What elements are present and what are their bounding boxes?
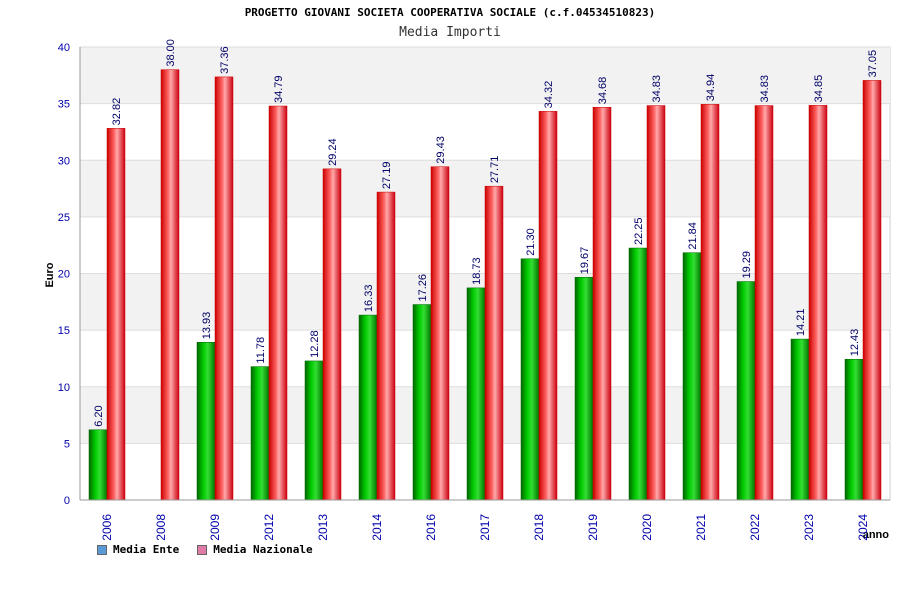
bar-media-nazionale xyxy=(862,80,882,501)
chart-title: PROGETTO GIOVANI SOCIETA COOPERATIVA SOC… xyxy=(244,6,656,19)
bar-media-nazionale xyxy=(160,69,180,501)
data-label: 6.20 xyxy=(93,405,105,426)
y-tick-label: 40 xyxy=(58,42,70,54)
bar-media-ente xyxy=(196,341,216,501)
bar-media-nazionale xyxy=(214,76,234,501)
bar-media-ente xyxy=(682,252,702,501)
y-tick-label: 0 xyxy=(64,495,70,507)
data-label: 19.67 xyxy=(579,247,591,275)
data-label: 32.82 xyxy=(111,98,123,126)
x-tick-label: 2012 xyxy=(262,514,276,541)
y-tick-label: 25 xyxy=(58,212,70,224)
y-tick-label: 15 xyxy=(58,325,70,337)
data-label: 22.25 xyxy=(633,217,645,245)
data-label: 13.93 xyxy=(201,312,213,340)
data-label: 37.05 xyxy=(867,50,879,78)
x-tick-label: 2013 xyxy=(316,514,330,541)
bar-media-nazionale xyxy=(268,105,288,501)
x-tick-label: 2018 xyxy=(532,514,546,541)
data-label: 34.68 xyxy=(597,77,609,105)
bar-media-ente xyxy=(412,304,432,501)
x-tick-label: 2020 xyxy=(640,514,654,541)
data-label: 14.21 xyxy=(795,309,807,337)
data-label: 18.73 xyxy=(471,257,483,285)
data-label: 34.32 xyxy=(543,81,555,109)
bar-media-ente xyxy=(88,429,108,501)
bar-media-ente xyxy=(628,247,648,501)
bar-media-nazionale xyxy=(646,105,666,501)
bar-media-ente xyxy=(520,258,540,501)
data-label: 17.26 xyxy=(417,274,429,302)
data-label: 34.79 xyxy=(273,75,285,103)
y-tick-label: 35 xyxy=(58,99,70,111)
x-axis-label: anno xyxy=(863,529,890,541)
data-label: 29.43 xyxy=(435,136,447,164)
data-label: 27.19 xyxy=(381,162,393,190)
y-tick-label: 10 xyxy=(58,382,70,394)
bar-media-nazionale xyxy=(376,191,396,501)
data-label: 34.83 xyxy=(759,75,771,103)
x-tick-label: 2014 xyxy=(370,514,384,541)
x-tick-label: 2017 xyxy=(478,514,492,541)
y-axis-label: Euro xyxy=(44,262,56,287)
y-tick-label: 5 xyxy=(64,438,70,450)
bar-media-nazionale xyxy=(106,128,126,501)
data-label: 19.29 xyxy=(741,251,753,279)
bar-media-ente xyxy=(304,360,324,501)
x-tick-label: 2009 xyxy=(208,514,222,541)
x-tick-label: 2019 xyxy=(586,514,600,541)
x-tick-label: 2022 xyxy=(748,514,762,541)
legend-item-media-ente: Media Ente xyxy=(97,543,179,556)
data-label: 11.78 xyxy=(255,337,267,364)
y-tick-label: 30 xyxy=(58,155,70,167)
data-label: 12.28 xyxy=(309,330,321,358)
bar-media-nazionale xyxy=(538,111,558,501)
x-tick-label: 2016 xyxy=(424,514,438,541)
x-tick-label: 2008 xyxy=(154,514,168,541)
chart-subtitle: Media Importi xyxy=(399,25,501,40)
bar-media-nazionale xyxy=(700,104,720,501)
bar-media-ente xyxy=(358,314,378,501)
bar-media-ente xyxy=(574,276,594,501)
data-label: 29.24 xyxy=(327,138,339,166)
legend-swatch-media-ente xyxy=(97,544,107,555)
data-label: 27.71 xyxy=(489,156,501,184)
data-label: 34.83 xyxy=(651,75,663,103)
data-label: 21.30 xyxy=(525,228,537,256)
legend-swatch-media-nazionale xyxy=(197,544,208,555)
y-tick-label: 20 xyxy=(58,269,70,281)
x-tick-label: 2006 xyxy=(100,514,114,541)
data-label: 12.43 xyxy=(849,329,861,357)
legend-item-media-nazionale: Media Nazionale xyxy=(197,543,313,556)
bar-media-nazionale xyxy=(430,166,450,501)
bar-media-ente xyxy=(790,338,810,501)
data-label: 21.84 xyxy=(687,222,699,250)
legend-label-media-ente: Media Ente xyxy=(113,543,180,556)
legend-label-media-nazionale: Media Nazionale xyxy=(213,543,313,556)
bar-media-nazionale xyxy=(808,105,828,501)
bar-media-ente xyxy=(736,281,756,501)
bar-media-nazionale xyxy=(592,106,612,501)
x-tick-label: 2023 xyxy=(802,514,816,541)
x-tick-label: 2024 xyxy=(856,514,870,541)
x-tick-label: 2021 xyxy=(694,514,708,541)
chart-legend: Media Ente Media Nazionale xyxy=(97,543,313,556)
bar-media-ente xyxy=(466,287,486,501)
bar-media-nazionale xyxy=(322,168,342,501)
bar-media-nazionale xyxy=(754,105,774,501)
bar-media-nazionale xyxy=(484,185,504,501)
data-label: 34.85 xyxy=(813,75,825,103)
bar-media-ente xyxy=(250,366,270,501)
data-label: 38.00 xyxy=(165,39,177,67)
bar-media-ente xyxy=(844,358,864,501)
data-label: 37.36 xyxy=(219,46,231,74)
data-label: 34.94 xyxy=(705,74,717,102)
data-label: 16.33 xyxy=(363,285,375,313)
